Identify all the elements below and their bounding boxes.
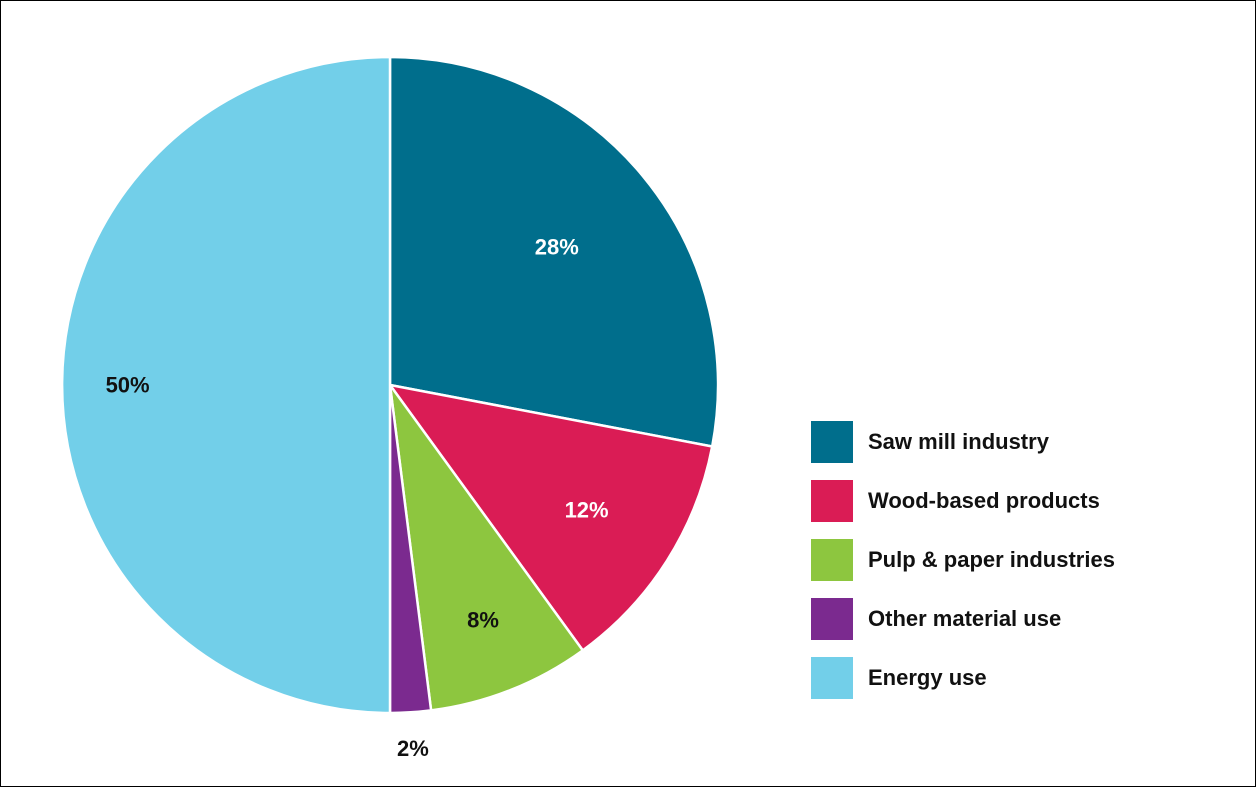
legend-swatch: [811, 480, 853, 522]
data-label: 8%: [467, 607, 499, 632]
legend-item-pulp-paper-industries: Pulp & paper industries: [811, 539, 1115, 581]
legend-swatch: [811, 657, 853, 699]
data-label: 50%: [106, 373, 150, 398]
legend-label: Energy use: [868, 665, 987, 690]
data-label: 12%: [565, 497, 609, 522]
legend-label: Other material use: [868, 606, 1062, 631]
legend-label: Pulp & paper industries: [868, 547, 1115, 572]
pie-slice-wood-based-products: [388, 383, 714, 652]
pie-slice-pulp-paper-industries: [388, 383, 585, 712]
data-label: 28%: [535, 235, 579, 260]
legend-item-wood-based-products: Wood-based products: [811, 480, 1115, 522]
pie-slice-energy-use: [60, 55, 392, 715]
legend-item-saw-mill-industry: Saw mill industry: [811, 421, 1115, 463]
legend-item-other-material-use: Other material use: [811, 598, 1115, 640]
data-label: 2%: [397, 736, 429, 761]
pie-slice-saw-mill-industry: [388, 55, 720, 448]
legend-swatch: [811, 598, 853, 640]
legend: Saw mill industry Wood-based products Pu…: [811, 421, 1115, 716]
legend-swatch: [811, 421, 853, 463]
legend-item-energy-use: Energy use: [811, 657, 1115, 699]
legend-swatch: [811, 539, 853, 581]
legend-label: Wood-based products: [868, 488, 1100, 513]
legend-label: Saw mill industry: [868, 429, 1049, 454]
